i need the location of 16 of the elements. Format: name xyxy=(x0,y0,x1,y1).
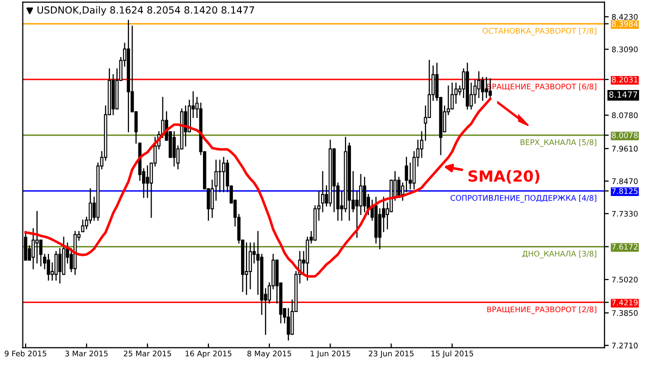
candlestick xyxy=(146,165,150,198)
candlestick xyxy=(362,176,366,212)
legend-label: SMA(20) xyxy=(468,170,540,184)
candlestick xyxy=(244,242,248,295)
candlestick xyxy=(35,211,39,264)
candlestick xyxy=(222,156,226,192)
text: 8.1477 xyxy=(609,91,638,98)
candlestick xyxy=(46,254,50,281)
candlestick xyxy=(484,76,488,98)
chart-title: USDNOK,Daily 8.1624 8.2054 8.1420 8.1477 xyxy=(38,6,254,16)
candlestick xyxy=(286,308,290,341)
candlestick xyxy=(58,248,62,284)
candlestick xyxy=(54,250,58,281)
candlestick xyxy=(404,156,408,192)
candlestick xyxy=(172,131,176,167)
candlestick xyxy=(218,160,222,192)
